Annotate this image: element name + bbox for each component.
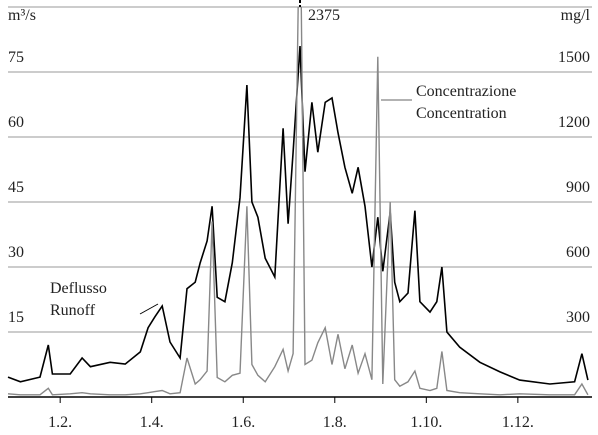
series-line — [7, 45, 589, 385]
runoff-leader — [139, 303, 159, 315]
y2-axis-title: mg/l — [561, 7, 591, 24]
plot-area — [7, 7, 589, 396]
y2-tick-label: 600 — [566, 244, 590, 261]
y2-tick-label: 900 — [566, 179, 590, 196]
x-tick-label: 1.6. — [231, 414, 255, 431]
y-tick-label: 60 — [8, 114, 24, 131]
y-tick-label: 75 — [8, 49, 24, 66]
series-label: Concentration — [416, 105, 507, 122]
series-label: Concentrazione — [416, 83, 516, 100]
series-label: Deflusso — [50, 280, 107, 297]
series-line — [7, 7, 589, 396]
y2-tick-label: 1200 — [558, 114, 590, 131]
y2-tick-label: 1500 — [558, 49, 590, 66]
y2-tick-label: 300 — [566, 309, 590, 326]
x-tick-label: 1.12. — [502, 414, 534, 431]
x-tick-label: 1.2. — [48, 414, 72, 431]
x-tick-label: 1.10. — [410, 414, 442, 431]
x-tick-label: 1.8. — [323, 414, 347, 431]
value-label: 2375 — [308, 7, 340, 24]
x-tick-label: 1.4. — [140, 414, 164, 431]
series-label: Runoff — [50, 302, 96, 319]
y-tick-label: 15 — [8, 309, 24, 326]
y-axis-title: m³/s — [8, 7, 36, 24]
y-tick-label: 30 — [8, 244, 24, 261]
y-tick-label: 45 — [8, 179, 24, 196]
